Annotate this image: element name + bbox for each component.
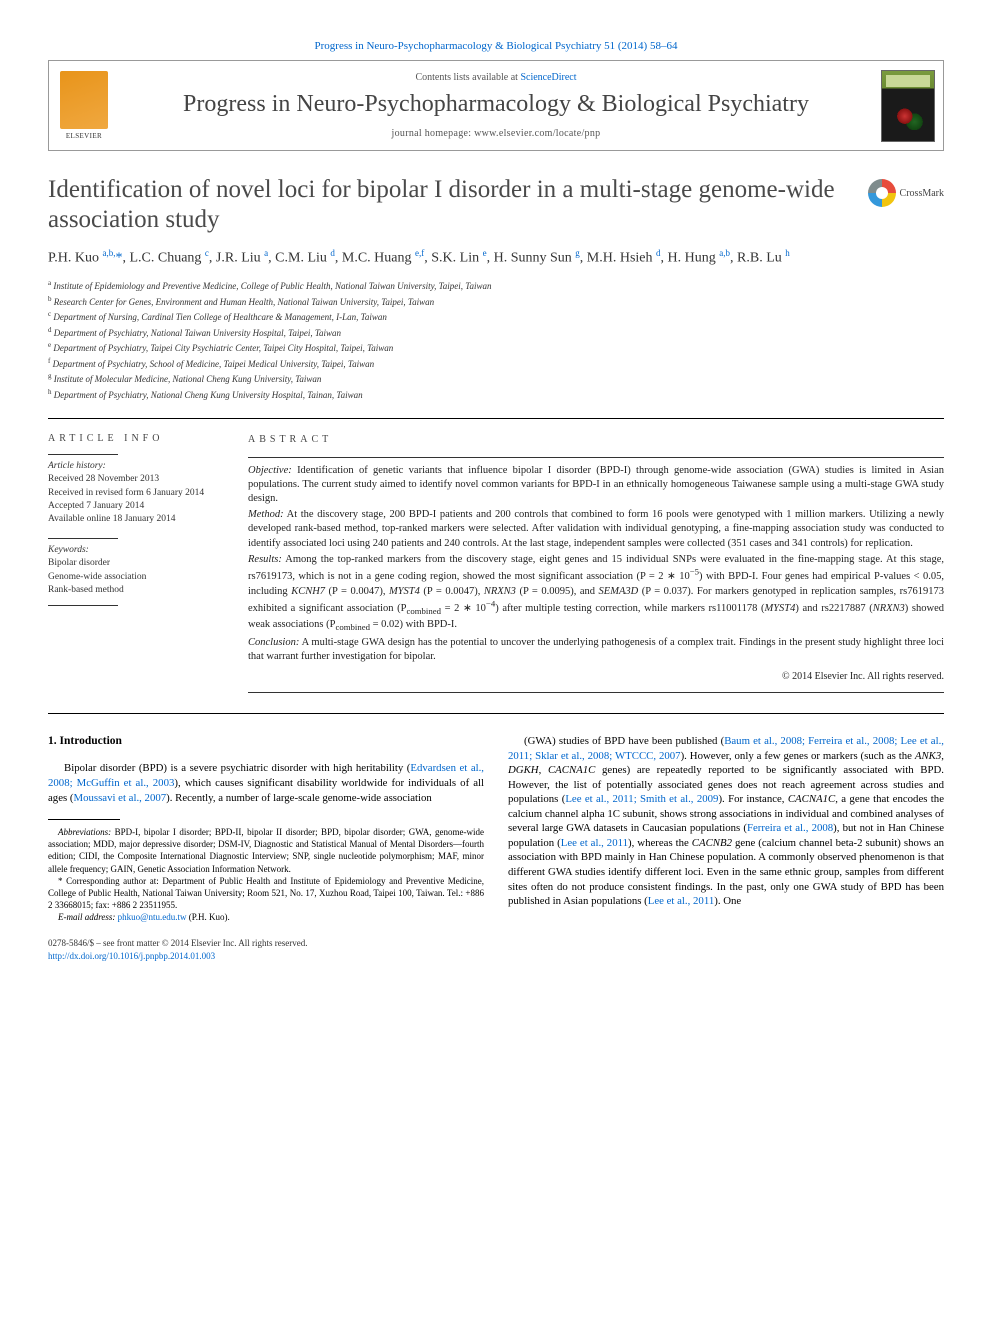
corr-label: * Corresponding author at: — [58, 876, 159, 886]
email-label: E-mail address: — [58, 912, 115, 922]
homepage-line: journal homepage: www.elsevier.com/locat… — [127, 128, 865, 139]
affiliation-item: c Department of Nursing, Cardinal Tien C… — [48, 309, 944, 325]
abstract: abstract Objective: Identification of ge… — [248, 433, 944, 699]
affiliation-item: g Institute of Molecular Medicine, Natio… — [48, 371, 944, 387]
header-center: Contents lists available at ScienceDirec… — [119, 61, 873, 150]
sciencedirect-link[interactable]: ScienceDirect — [520, 72, 576, 83]
abbrev-text: BPD-I, bipolar I disorder; BPD-II, bipol… — [48, 827, 484, 873]
paragraph: (GWA) studies of BPD have been published… — [508, 734, 944, 909]
article-info: article info Article history: Received 2… — [48, 433, 248, 699]
history-item: Available online 18 January 2014 — [48, 513, 230, 526]
citation-link[interactable]: Progress in Neuro-Psychopharmacology & B… — [315, 40, 678, 52]
method-text: At the discovery stage, 200 BPD-I patien… — [248, 509, 944, 548]
history-item: Accepted 7 January 2014 — [48, 500, 230, 513]
abstract-heading: abstract — [248, 433, 944, 447]
history-item: Received 28 November 2013 — [48, 473, 230, 486]
journal-header: ELSEVIER Contents lists available at Sci… — [48, 60, 944, 151]
divider — [48, 418, 944, 419]
abstract-copyright: © 2014 Elsevier Inc. All rights reserved… — [248, 670, 944, 684]
authors: P.H. Kuo a,b,*, L.C. Chuang c, J.R. Liu … — [48, 247, 944, 268]
conclusion-text: A multi-stage GWA design has the potenti… — [248, 637, 944, 662]
paragraph: Bipolar disorder (BPD) is a severe psych… — [48, 761, 484, 805]
method-label: Method: — [248, 509, 284, 520]
affiliations: a Institute of Epidemiology and Preventi… — [48, 278, 944, 402]
keyword-item: Genome-wide association — [48, 571, 230, 584]
citation-header: Progress in Neuro-Psychopharmacology & B… — [48, 40, 944, 52]
results-text: Among the top-ranked markers from the di… — [248, 554, 944, 630]
history-heading: Article history: — [48, 461, 230, 471]
crossmark-badge[interactable]: CrossMark — [868, 179, 944, 207]
elsevier-logo: ELSEVIER — [49, 61, 119, 150]
affiliation-item: a Institute of Epidemiology and Preventi… — [48, 278, 944, 294]
article-info-heading: article info — [48, 433, 230, 444]
affiliation-item: f Department of Psychiatry, School of Me… — [48, 356, 944, 372]
journal-name: Progress in Neuro-Psychopharmacology & B… — [127, 91, 865, 119]
cover-thumbnail-icon — [881, 70, 935, 142]
publisher-label: ELSEVIER — [66, 132, 102, 140]
objective-label: Objective: — [248, 465, 292, 476]
objective-text: Identification of genetic variants that … — [248, 465, 944, 504]
footer-line1: 0278-5846/$ – see front matter © 2014 El… — [48, 937, 484, 950]
article-title: Identification of novel loci for bipolar… — [48, 175, 852, 235]
crossmark-label: CrossMark — [900, 188, 944, 199]
column-left: 1. Introduction Bipolar disorder (BPD) i… — [48, 734, 484, 963]
conclusion-label: Conclusion: — [248, 637, 299, 648]
elsevier-tree-icon — [60, 71, 108, 129]
column-right: (GWA) studies of BPD have been published… — [508, 734, 944, 963]
email-suffix: (P.H. Kuo). — [189, 912, 230, 922]
section-heading: 1. Introduction — [48, 734, 484, 750]
history-list: Received 28 November 2013Received in rev… — [48, 473, 230, 526]
results-label: Results: — [248, 554, 282, 565]
doi-link[interactable]: http://dx.doi.org/10.1016/j.pnpbp.2014.0… — [48, 951, 215, 961]
journal-cover — [873, 61, 943, 150]
affiliation-item: d Department of Psychiatry, National Tai… — [48, 325, 944, 341]
keywords-heading: Keywords: — [48, 545, 230, 555]
affiliation-item: h Department of Psychiatry, National Che… — [48, 387, 944, 403]
contents-line: Contents lists available at ScienceDirec… — [127, 72, 865, 83]
page-footer: 0278-5846/$ – see front matter © 2014 El… — [48, 937, 484, 962]
keyword-item: Rank-based method — [48, 584, 230, 597]
divider — [48, 713, 944, 714]
footnotes: Abbreviations: BPD-I, bipolar I disorder… — [48, 826, 484, 923]
history-item: Received in revised form 6 January 2014 — [48, 487, 230, 500]
affiliation-item: e Department of Psychiatry, Taipei City … — [48, 340, 944, 356]
footnote-divider — [48, 819, 120, 820]
abbrev-label: Abbreviations: — [58, 827, 111, 837]
keyword-item: Bipolar disorder — [48, 557, 230, 570]
keywords-list: Bipolar disorderGenome-wide associationR… — [48, 557, 230, 597]
crossmark-icon — [868, 179, 896, 207]
email-link[interactable]: phkuo@ntu.edu.tw — [118, 912, 187, 922]
homepage-url: www.elsevier.com/locate/pnp — [474, 128, 600, 139]
affiliation-item: b Research Center for Genes, Environment… — [48, 294, 944, 310]
